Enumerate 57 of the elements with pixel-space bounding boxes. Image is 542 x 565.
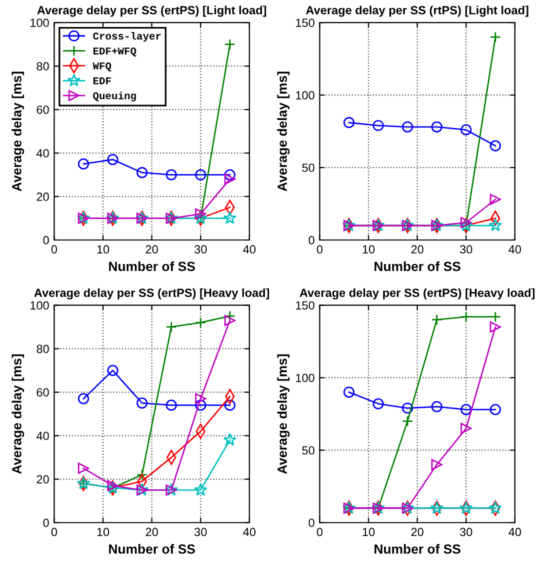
y-tick-label: 40	[36, 149, 49, 158]
y-tick-label: 20	[36, 475, 49, 484]
legend-label: EDF+WFQ	[93, 47, 136, 56]
legend-label: Cross-layer	[93, 32, 161, 42]
x-tick-label: 10	[362, 245, 375, 254]
x-tick-label: 0	[316, 245, 323, 254]
x-tick-label: 30	[194, 245, 207, 254]
y-tick-label: 100	[296, 374, 314, 382]
x-tick-label: 30	[460, 528, 472, 536]
x-tick-label: 0	[51, 245, 58, 254]
x-tick-label: 0	[51, 528, 58, 536]
y-tick-label: 50	[302, 164, 314, 172]
y-tick-label: 0	[43, 518, 49, 528]
y-tick-label: 100	[296, 91, 314, 100]
y-tick-label: 0	[308, 236, 314, 244]
y-axis-title: Average delay [ms]	[12, 72, 24, 192]
y-tick-label: 60	[36, 106, 49, 114]
x-axis-title: Number of SS	[109, 544, 195, 554]
x-tick-label: 40	[508, 528, 522, 536]
y-tick-label: 0	[43, 236, 49, 244]
chart-title: Average delay per SS (ertPS) [Heavy load]	[34, 288, 270, 300]
y-tick-label: 60	[36, 388, 49, 397]
x-tick-label: 20	[146, 528, 158, 536]
legend-label: Queuing	[93, 92, 136, 102]
y-tick-label: 20	[36, 192, 49, 201]
y-tick-label: 0	[308, 518, 314, 528]
x-tick-label: 30	[194, 528, 207, 536]
x-axis-title: Number of SS	[109, 261, 195, 272]
x-tick-label: 10	[97, 528, 110, 536]
x-tick-label: 20	[411, 245, 424, 254]
x-axis-title: Number of SS	[374, 261, 460, 272]
legend-label: WFQ	[92, 62, 112, 72]
chart-title: Average delay per SS (rtPS) [Light load]	[306, 6, 528, 17]
x-tick-label: 20	[146, 245, 158, 254]
chart-title: Average delay per SS (ertPS) [Light load]	[37, 6, 266, 17]
x-tick-label: 40	[243, 245, 256, 254]
x-tick-label: 10	[97, 245, 110, 254]
chart-title: Average delay per SS (ertPS) [Heavy load]	[300, 288, 535, 300]
legend-label: EDF	[93, 77, 111, 84]
y-tick-label: 100	[30, 18, 49, 27]
y-tick-label: 100	[30, 301, 49, 310]
y-tick-label: 50	[302, 446, 314, 455]
y-tick-label: 150	[296, 18, 314, 27]
y-tick-label: 150	[296, 301, 314, 310]
x-tick-label: 20	[411, 528, 424, 536]
y-tick-label: 80	[36, 62, 49, 70]
x-tick-label: 40	[508, 245, 522, 254]
x-tick-label: 10	[362, 528, 375, 536]
y-tick-label: 80	[36, 344, 49, 354]
x-tick-label: 0	[316, 528, 323, 536]
y-axis-title: Average delay [ms]	[12, 354, 24, 474]
x-axis-title: Number of SS	[374, 544, 460, 554]
x-tick-label: 30	[460, 245, 472, 254]
y-tick-label: 40	[36, 432, 49, 440]
x-tick-label: 40	[243, 528, 256, 536]
y-axis-title: Average delay [ms]	[277, 354, 290, 474]
y-axis-title: Average delay [ms]	[277, 72, 290, 192]
